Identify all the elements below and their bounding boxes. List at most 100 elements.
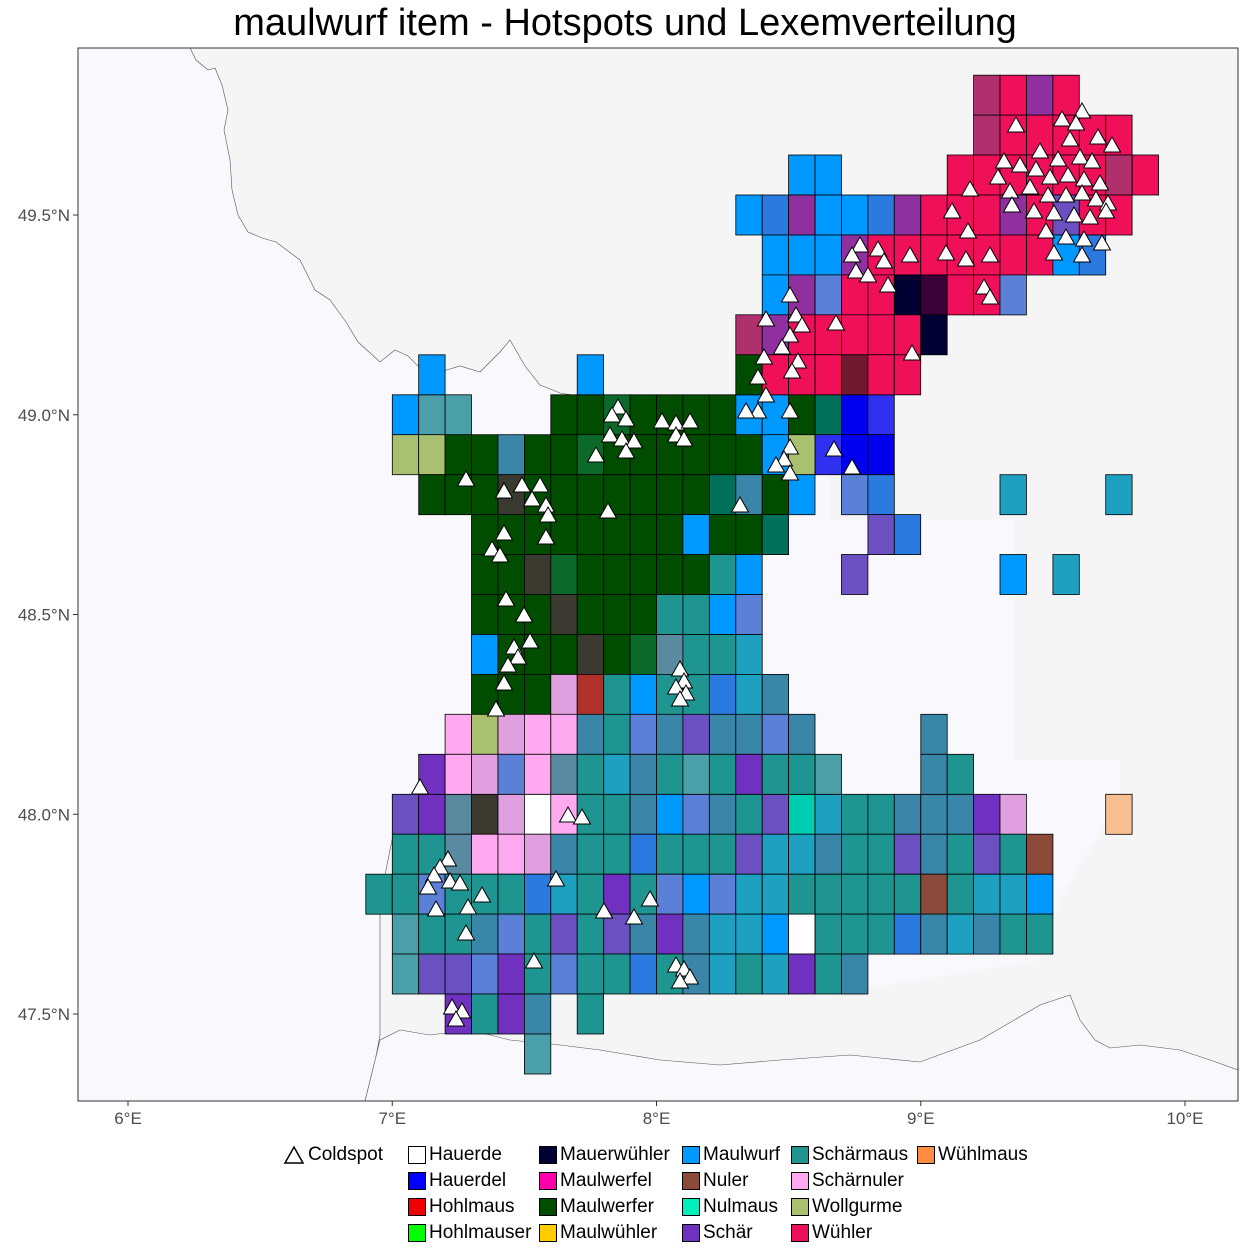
legend-label: Maulwerfer <box>560 1196 654 1217</box>
grid-cell <box>893 833 922 875</box>
grid-cell <box>709 474 737 516</box>
coldspot-triangle <box>736 401 756 419</box>
grid-cell <box>973 833 1001 875</box>
coldspot-triangle <box>1044 243 1064 261</box>
legend-label: Nuler <box>703 1170 749 1191</box>
grid-cell <box>761 514 790 555</box>
coldspot-triangle <box>900 245 920 263</box>
grid-cell <box>682 793 710 835</box>
grid-cell <box>603 833 631 875</box>
coldspot-triangle <box>960 179 980 197</box>
legend-item: Mauerwühler <box>539 1142 670 1168</box>
coldspot-triangle <box>494 481 514 499</box>
legend-item: Hohlmaus <box>408 1194 515 1220</box>
grid-cell <box>603 594 631 635</box>
coldspot-triangle <box>594 901 614 919</box>
legend-item: Maulwerfel <box>539 1168 652 1194</box>
grid-cell <box>814 234 842 276</box>
grid-cell <box>656 713 684 755</box>
grid-cell <box>973 74 1001 116</box>
grid-cell <box>576 474 605 516</box>
grid-cell <box>497 993 525 1035</box>
grid-cell <box>999 913 1027 955</box>
legend-item: Maulwühler <box>539 1220 657 1246</box>
grid-cell <box>841 913 869 955</box>
grid-cell <box>999 474 1027 516</box>
legend: Coldspot Hauerde Hauerdel Hohlmaus Hohlmaus… <box>283 1142 1243 1246</box>
grid-cell <box>524 913 552 955</box>
grid-cell <box>1026 873 1054 915</box>
coldspot-triangle <box>850 235 870 253</box>
grid-cell <box>920 314 948 356</box>
grid-cell <box>999 793 1027 835</box>
grid-cell <box>814 753 842 795</box>
grid-cell <box>946 274 975 316</box>
grid-cell <box>656 753 684 795</box>
grid-cell <box>550 674 578 715</box>
coldspot-triangle <box>958 221 978 239</box>
grid-cell <box>550 753 578 795</box>
legend-swatch <box>539 1198 557 1216</box>
y-tick-label: 49.0°N <box>18 406 70 425</box>
coldspot-triangle <box>774 449 794 467</box>
grid-cell <box>999 234 1027 276</box>
grid-cell <box>709 434 737 476</box>
coldspot-triangle <box>450 873 470 891</box>
grid-cell <box>920 913 948 955</box>
grid-cell <box>682 634 710 675</box>
grid-cell <box>629 634 657 675</box>
legend-swatch <box>917 1146 935 1164</box>
grid-cell <box>841 833 869 875</box>
grid-cell <box>524 873 552 915</box>
grid-cell <box>682 913 710 955</box>
grid-cell <box>629 833 657 875</box>
grid-cell <box>418 394 446 436</box>
grid-cell <box>629 674 657 715</box>
coldspot-triangle <box>458 897 478 915</box>
grid-cell <box>550 594 578 635</box>
grid-cell <box>761 913 790 955</box>
grid-cell <box>709 674 737 715</box>
grid-cell <box>788 793 816 835</box>
grid-cell <box>973 873 1001 915</box>
grid-cell <box>709 873 737 915</box>
coldspot-triangle <box>748 367 768 385</box>
grid-cell <box>629 394 657 436</box>
grid-cell <box>471 753 499 795</box>
grid-cell <box>973 114 1001 156</box>
grid-cell <box>550 554 578 595</box>
grid-cell <box>629 514 657 555</box>
grid-cell <box>497 873 525 915</box>
grid-cell <box>603 873 631 915</box>
legend-swatch <box>791 1198 809 1216</box>
legend-item: Hohlmauser <box>408 1220 531 1246</box>
grid-cell <box>603 634 631 675</box>
grid-cell <box>444 753 472 795</box>
coldspot-triangle <box>780 401 800 419</box>
grid-cell <box>920 833 948 875</box>
grid-cell <box>603 953 631 995</box>
grid-cell <box>867 793 895 835</box>
grid-cell <box>893 194 922 236</box>
legend-label: Hauerdel <box>429 1170 507 1191</box>
grid-cell <box>576 953 605 995</box>
grid-cell <box>576 713 605 755</box>
coldspot-triangle <box>514 605 534 623</box>
grid-cell <box>550 434 578 476</box>
grid-cell <box>603 674 631 715</box>
coldspot-triangle <box>782 361 802 379</box>
grid-cell <box>788 753 816 795</box>
grid-cell <box>497 713 525 755</box>
x-tick-label: 9°E <box>907 1109 935 1128</box>
coldspot-triangle <box>1026 159 1046 177</box>
grid-cell <box>550 913 578 955</box>
grid-cell <box>999 274 1027 316</box>
grid-cell <box>761 234 790 276</box>
legend-swatch <box>682 1198 700 1216</box>
grid-cell <box>391 953 420 995</box>
coldspot-triangle <box>486 699 506 717</box>
legend-item: Maulwurf <box>682 1142 780 1168</box>
coldspot-triangle <box>748 401 768 419</box>
grid-cell <box>629 793 657 835</box>
grid-cell <box>629 953 657 995</box>
